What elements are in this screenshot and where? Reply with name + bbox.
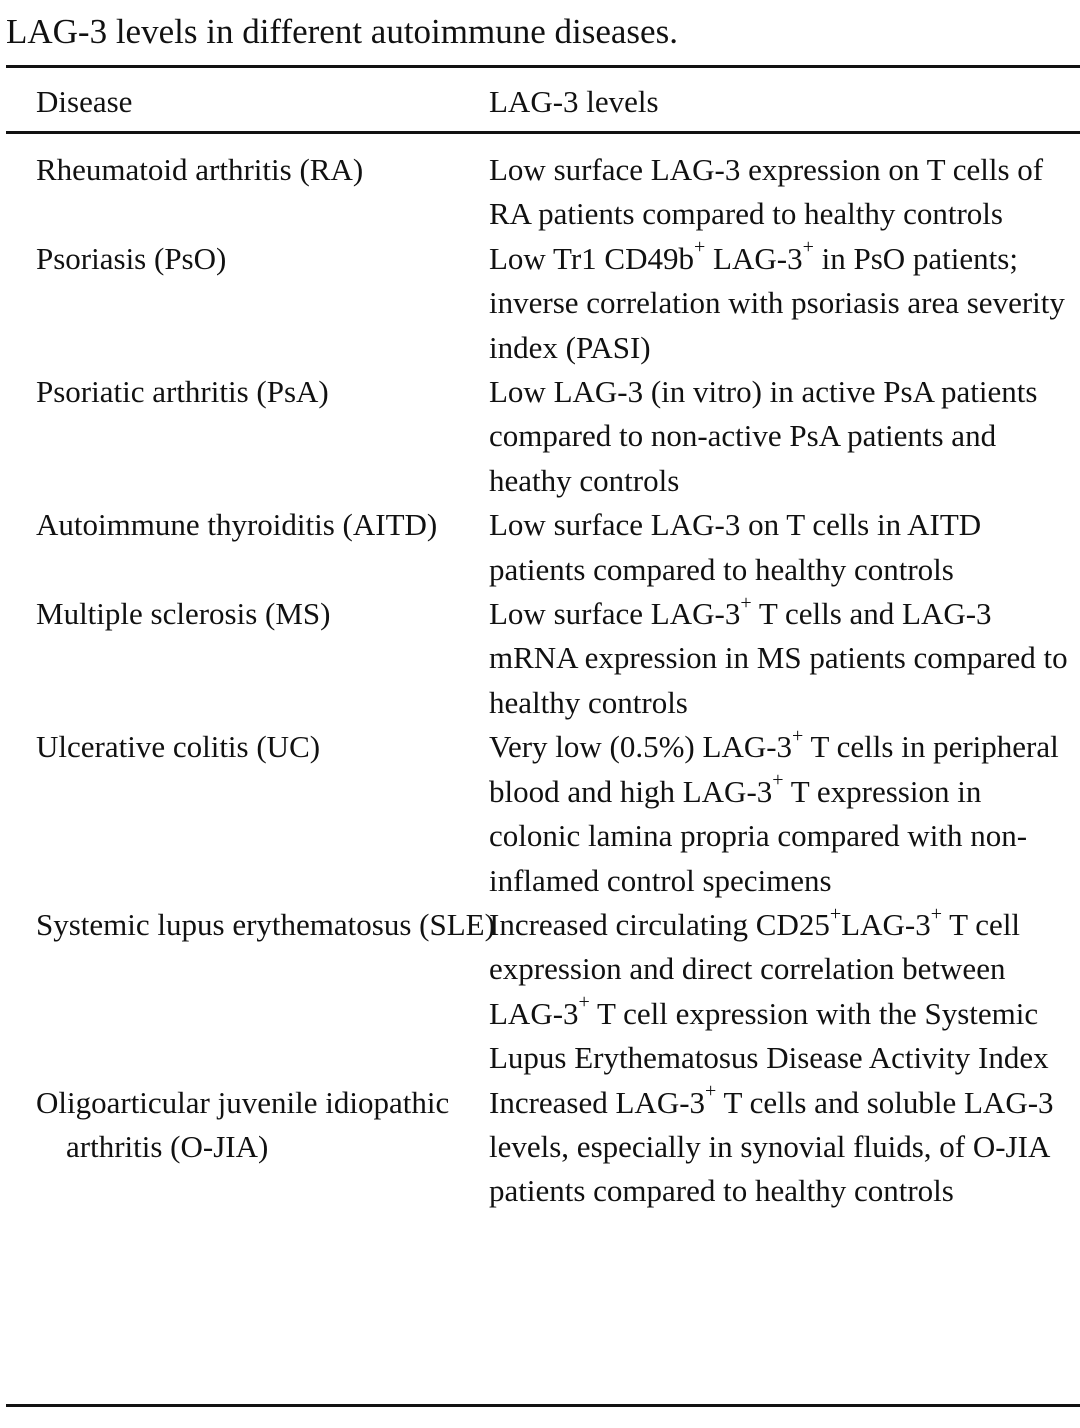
superscript-plus: + [829,902,842,925]
disease-cell: Rheumatoid arthritis (RA) [36,152,364,187]
levels-text: in PsO patients; inverse correlation wit… [489,240,1065,365]
superscript-plus: + [578,991,590,1014]
disease-cell: Psoriatic arthritis (PsA) [36,374,329,410]
levels-text: T cells and soluble LAG-3 levels, especi… [489,1084,1054,1209]
levels-text: LAG-3 [841,906,931,942]
lag3-levels-cell: Very low (0.5%) LAG-3+ T cells in periph… [489,725,1077,903]
disease-cell: Autoimmune thyroiditis (AITD) [36,507,438,543]
top-rule [6,65,1080,68]
table-row: Ulcerative colitis (UC) Very low (0.5%) L… [0,725,1080,903]
levels-text: Low surface LAG-3 [489,596,741,632]
levels-text: T cells and LAG-3 mRNA expression in MS … [489,596,1068,720]
levels-text: Low surface LAG-3 on T cells in AITD pat… [489,507,982,587]
superscript-plus: + [802,236,814,259]
disease-cell: Multiple sclerosis (MS) [36,596,331,632]
lag3-levels-cell: Increased circulating CD25+LAG-3+ T cell… [489,903,1077,1081]
lag3-levels-cell: Low LAG-3 (in vitro) in active PsA patie… [489,370,1077,503]
header-rule [6,131,1080,134]
lag3-levels-cell: Low surface LAG-3 on T cells in AITD pat… [489,503,1077,592]
levels-text: Low Tr1 CD49b [489,240,694,276]
levels-text: Increased LAG-3 [489,1084,706,1120]
table-caption: LAG-3 levels in different autoimmune dis… [6,12,678,51]
levels-text: T expression in colonic lamina propria c… [489,773,1028,898]
levels-text: T cell expression and direct correlation… [489,906,1021,1031]
table-row: Multiple sclerosis (MS) Low surface LAG-3… [0,592,1080,725]
lag3-levels-cell: Low surface LAG-3+ T cells and LAG-3 mRN… [489,592,1077,725]
superscript-plus: + [772,769,784,792]
column-header-disease: Disease [36,84,133,119]
table-row: Psoriasis (PsO) Low Tr1 CD49b+ LAG-3+ in … [0,237,1080,370]
column-header-lag3-levels: LAG-3 levels [489,84,659,119]
lag3-levels-cell: Low Tr1 CD49b+ LAG-3+ in PsO patients; i… [489,237,1077,370]
levels-text: LAG-3 [705,240,803,276]
superscript-plus: + [694,236,706,259]
table-body: Rheumatoid arthritis (RA) Low surface LAG… [0,148,1080,1214]
superscript-plus: + [930,902,942,925]
levels-text: Increased circulating CD25 [489,906,830,942]
table-row: Psoriatic arthritis (PsA) Low LAG-3 (in v… [0,370,1080,503]
table-row: Systemic lupus erythematosus (SLE) Increa… [0,903,1080,1081]
levels-text: Very low (0.5%) LAG-3 [489,729,793,765]
levels-text: T cells in peripheral blood and high LAG… [489,729,1059,809]
levels-text: Low LAG-3 (in vitro) in active PsA patie… [489,374,1038,498]
table-row: Autoimmune thyroiditis (AITD) Low surface… [0,503,1080,592]
levels-text: T cell expression with the Systemic Lupu… [489,995,1049,1076]
table-row: Oligoarticular juvenile idiopathic arthr… [0,1081,1080,1214]
superscript-plus: + [792,724,804,747]
superscript-plus: + [740,591,752,614]
lag3-levels-cell: Increased LAG-3+ T cells and soluble LAG… [489,1081,1077,1214]
disease-cell: Ulcerative colitis (UC) [36,729,321,765]
disease-cell: Oligoarticular juvenile idiopathic arthr… [36,1084,450,1164]
disease-cell: Systemic lupus erythematosus (SLE) [36,906,495,942]
superscript-plus: + [705,1080,717,1103]
levels-text: Low surface LAG-3 expression on T cells … [489,152,1044,232]
lag3-levels-cell: Low surface LAG-3 expression on T cells … [489,148,1077,237]
disease-cell: Psoriasis (PsO) [36,240,227,276]
table-row: Rheumatoid arthritis (RA) Low surface LAG… [0,148,1080,237]
bottom-rule [6,1404,1080,1407]
